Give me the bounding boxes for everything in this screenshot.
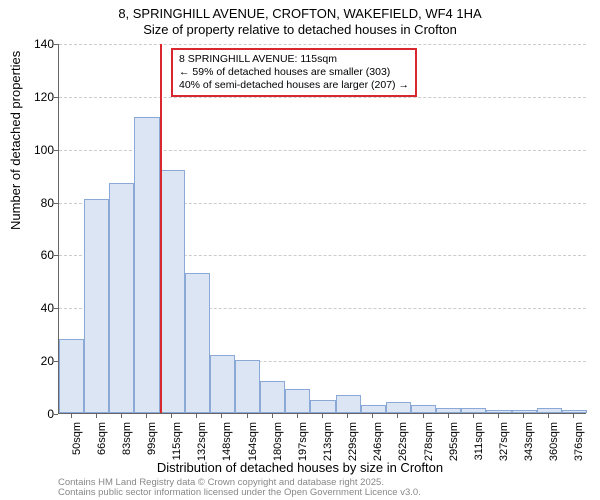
- xtick-mark: [322, 414, 323, 418]
- xtick-mark: [247, 414, 248, 418]
- xtick-mark: [448, 414, 449, 418]
- xtick-mark: [221, 414, 222, 418]
- xtick-label: 311sqm: [473, 422, 485, 462]
- xtick-label: 246sqm: [372, 422, 384, 462]
- xtick-label: 180sqm: [272, 422, 284, 462]
- annotation-box: 8 SPRINGHILL AVENUE: 115sqm← 59% of deta…: [171, 48, 417, 97]
- annotation-line: 8 SPRINGHILL AVENUE: 115sqm: [179, 53, 409, 66]
- histogram-bar: [537, 408, 562, 413]
- ytick-mark: [54, 203, 58, 204]
- xtick-mark: [196, 414, 197, 418]
- xtick-mark: [297, 414, 298, 418]
- ytick-mark: [54, 97, 58, 98]
- xtick-label: 262sqm: [397, 422, 409, 462]
- xtick-label: 278sqm: [423, 422, 435, 462]
- histogram-bar: [436, 408, 461, 413]
- xtick-mark: [423, 414, 424, 418]
- ytick-mark: [54, 44, 58, 45]
- ytick-mark: [54, 308, 58, 309]
- xtick-mark: [498, 414, 499, 418]
- histogram-bar: [260, 381, 285, 413]
- chart-title-line2: Size of property relative to detached ho…: [0, 22, 600, 37]
- xtick-mark: [71, 414, 72, 418]
- gridline-h: [59, 44, 586, 45]
- xtick-mark: [272, 414, 273, 418]
- xtick-label: 376sqm: [573, 422, 585, 462]
- xtick-mark: [372, 414, 373, 418]
- ytick-label: 60: [14, 248, 54, 262]
- chart-footer: Contains HM Land Registry data © Crown c…: [58, 478, 421, 499]
- xtick-mark: [397, 414, 398, 418]
- ytick-mark: [54, 255, 58, 256]
- ytick-label: 20: [14, 354, 54, 368]
- histogram-bar: [59, 339, 84, 413]
- histogram-bar: [512, 410, 537, 413]
- xtick-mark: [171, 414, 172, 418]
- ytick-mark: [54, 414, 58, 415]
- histogram-bar: [361, 405, 386, 413]
- plot-area: 8 SPRINGHILL AVENUE: 115sqm← 59% of deta…: [58, 44, 586, 414]
- ytick-label: 40: [14, 301, 54, 315]
- chart-title-line1: 8, SPRINGHILL AVENUE, CROFTON, WAKEFIELD…: [0, 6, 600, 21]
- xtick-mark: [96, 414, 97, 418]
- histogram-bar: [486, 410, 511, 413]
- xtick-label: 343sqm: [523, 422, 535, 462]
- ytick-mark: [54, 150, 58, 151]
- xtick-label: 229sqm: [347, 422, 359, 462]
- xtick-mark: [523, 414, 524, 418]
- footer-line2: Contains public sector information licen…: [58, 488, 421, 498]
- ytick-label: 100: [14, 143, 54, 157]
- ytick-label: 0: [14, 407, 54, 421]
- ytick-mark: [54, 361, 58, 362]
- histogram-bar: [134, 117, 159, 413]
- xtick-label: 213sqm: [322, 422, 334, 462]
- ytick-label: 80: [14, 196, 54, 210]
- histogram-bar: [185, 273, 210, 413]
- marker-line: [160, 44, 162, 413]
- histogram-bar: [386, 402, 411, 413]
- xtick-mark: [347, 414, 348, 418]
- xtick-label: 148sqm: [221, 422, 233, 462]
- xtick-mark: [473, 414, 474, 418]
- ytick-label: 120: [14, 90, 54, 104]
- histogram-bar: [160, 170, 185, 413]
- xtick-label: 132sqm: [196, 422, 208, 462]
- histogram-bar: [336, 395, 361, 414]
- ytick-label: 140: [14, 37, 54, 51]
- histogram-bar: [109, 183, 134, 413]
- histogram-bar: [461, 408, 486, 413]
- annotation-line: 40% of semi-detached houses are larger (…: [179, 79, 409, 92]
- xtick-label: 99sqm: [146, 422, 158, 462]
- annotation-line: ← 59% of detached houses are smaller (30…: [179, 66, 409, 79]
- x-axis-label: Distribution of detached houses by size …: [0, 460, 600, 475]
- xtick-label: 327sqm: [498, 422, 510, 462]
- histogram-bar: [84, 199, 109, 413]
- histogram-bar: [562, 410, 587, 413]
- xtick-label: 50sqm: [71, 422, 83, 462]
- xtick-label: 295sqm: [448, 422, 460, 462]
- xtick-mark: [121, 414, 122, 418]
- histogram-bar: [310, 400, 335, 413]
- xtick-label: 164sqm: [247, 422, 259, 462]
- histogram-bar: [285, 389, 310, 413]
- histogram-bar: [210, 355, 235, 413]
- xtick-label: 197sqm: [297, 422, 309, 462]
- xtick-mark: [573, 414, 574, 418]
- histogram-bar: [411, 405, 436, 413]
- histogram-bar: [235, 360, 260, 413]
- xtick-mark: [548, 414, 549, 418]
- xtick-label: 115sqm: [171, 422, 183, 462]
- xtick-label: 83sqm: [121, 422, 133, 462]
- xtick-label: 360sqm: [548, 422, 560, 462]
- xtick-label: 66sqm: [96, 422, 108, 462]
- xtick-mark: [146, 414, 147, 418]
